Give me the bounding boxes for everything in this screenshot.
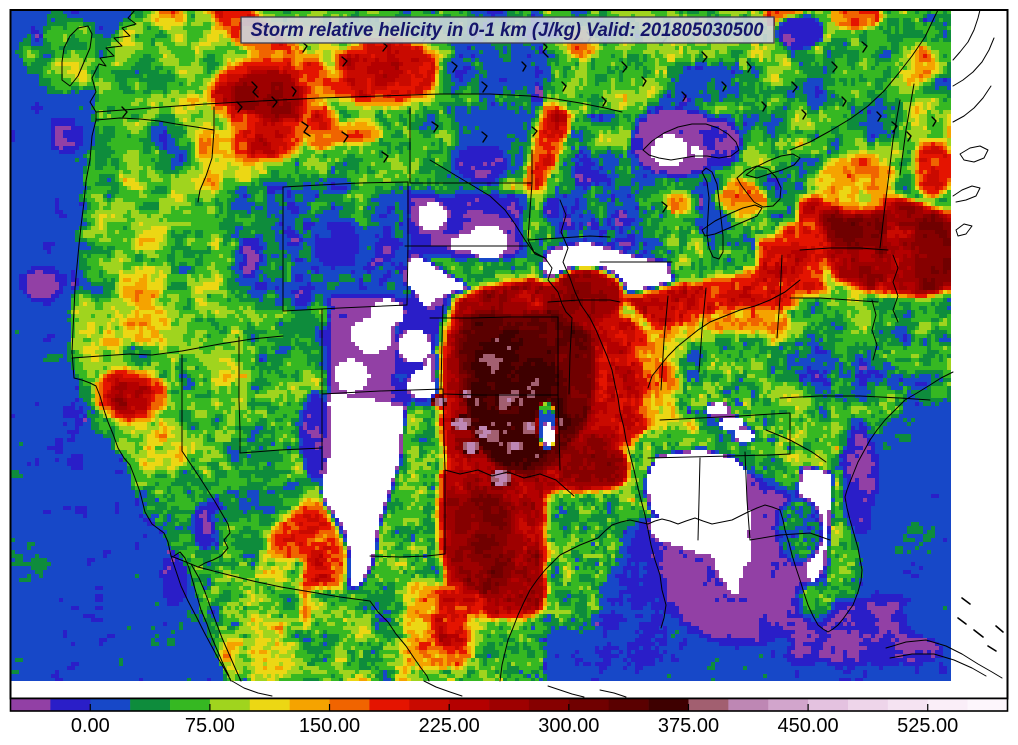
svg-text:300.00: 300.00 (538, 715, 599, 737)
svg-text:450.00: 450.00 (778, 715, 839, 737)
svg-text:Storm relative helicity in 0-1: Storm relative helicity in 0-1 km (J/kg)… (251, 20, 764, 41)
svg-text:375.00: 375.00 (658, 715, 719, 737)
svg-text:150.00: 150.00 (299, 715, 360, 737)
svg-text:0.00: 0.00 (71, 715, 110, 737)
svg-text:525.00: 525.00 (897, 715, 958, 737)
svg-text:75.00: 75.00 (185, 715, 235, 737)
svg-text:225.00: 225.00 (419, 715, 480, 737)
